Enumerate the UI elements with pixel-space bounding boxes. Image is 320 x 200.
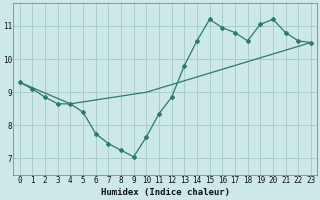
X-axis label: Humidex (Indice chaleur): Humidex (Indice chaleur) <box>101 188 230 197</box>
